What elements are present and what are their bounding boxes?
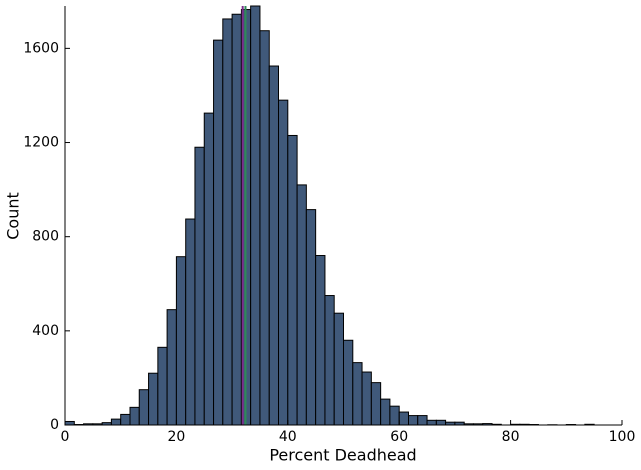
bar (138, 389, 150, 426)
bar (408, 415, 419, 426)
x-tick-label: 80 (502, 429, 520, 445)
bar (352, 362, 363, 426)
bar (259, 30, 270, 426)
bar (333, 312, 344, 426)
bar (343, 339, 354, 426)
bar (250, 5, 261, 426)
bar (203, 112, 215, 426)
x-tick-label: 0 (61, 429, 70, 445)
bar (398, 411, 410, 426)
y-tick-label: 400 (32, 323, 59, 339)
bar (361, 371, 372, 426)
bar (296, 184, 307, 426)
y-tick-label: 1200 (23, 135, 59, 151)
bar (268, 65, 279, 426)
y-tick-label: 800 (32, 229, 59, 245)
y-tick-label: 0 (50, 417, 59, 433)
bar (417, 415, 428, 426)
bar (389, 405, 400, 426)
bar (175, 256, 187, 426)
x-tick-label: 60 (390, 429, 408, 445)
bar (110, 418, 122, 426)
x-tick-label: 40 (279, 429, 297, 445)
bar (148, 372, 159, 426)
x-tick-label: 100 (609, 429, 636, 445)
bar (194, 146, 205, 426)
bar (435, 419, 447, 426)
bar (315, 255, 326, 426)
bar (380, 398, 391, 426)
bar (129, 406, 140, 426)
bar (166, 309, 177, 426)
y-tick-label: 1600 (23, 40, 59, 56)
bar (305, 209, 317, 426)
bar (277, 99, 289, 426)
bar (370, 382, 382, 426)
bar (222, 18, 233, 426)
x-tick-label: 20 (167, 429, 185, 445)
bar (64, 420, 75, 426)
bar (231, 13, 242, 426)
bar (324, 295, 335, 426)
bar (213, 39, 224, 426)
y-axis-title: Count (4, 192, 23, 240)
bar (120, 413, 131, 426)
bar (426, 419, 437, 426)
x-axis-title: Percent Deadhead (269, 446, 416, 465)
bar (287, 134, 298, 426)
bar (157, 346, 168, 426)
bar (185, 218, 196, 426)
